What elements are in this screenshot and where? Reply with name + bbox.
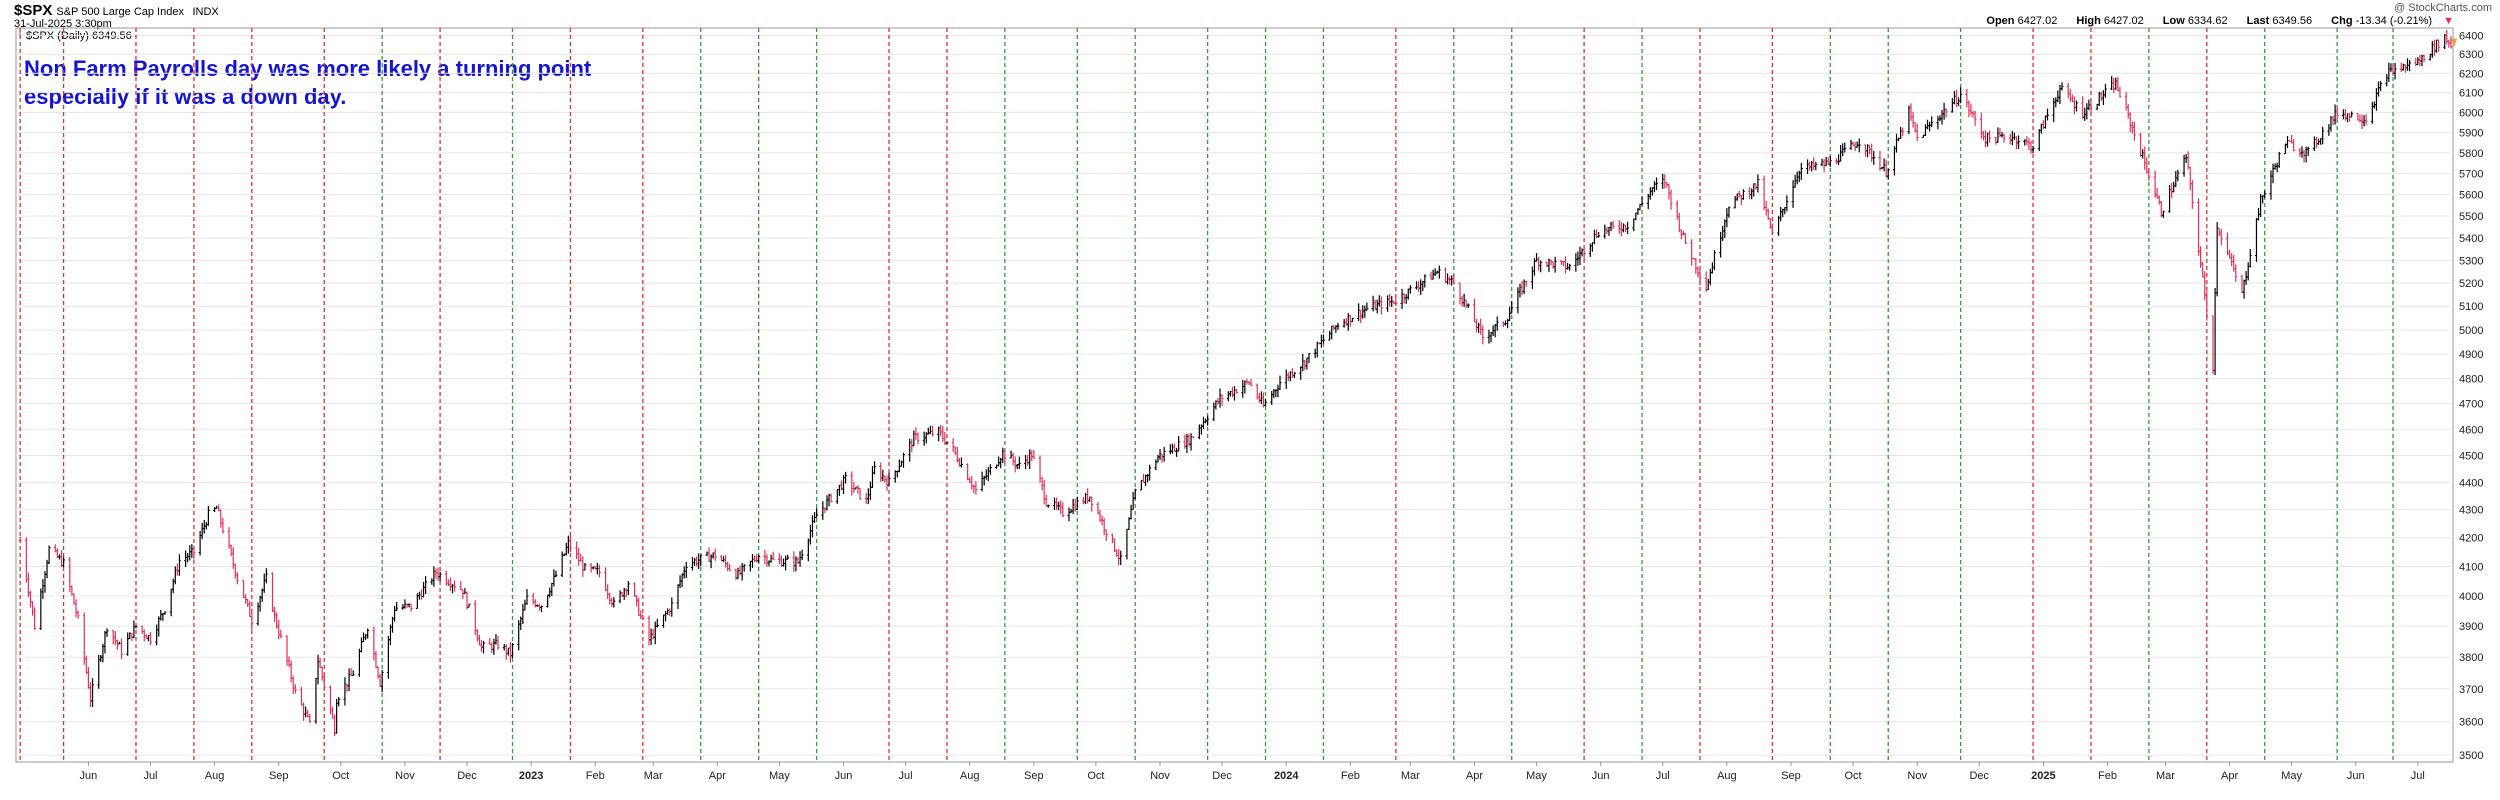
x-tick-label: Aug: [960, 770, 980, 782]
x-tick-label: 2023: [519, 770, 543, 782]
x-tick-label: 2024: [1274, 770, 1299, 782]
y-tick-label: 6400: [2459, 30, 2483, 42]
open-label: Open: [1986, 15, 2015, 27]
y-tick-label: 6200: [2459, 68, 2483, 80]
y-tick-label: 5400: [2459, 233, 2483, 245]
y-tick-label: 3700: [2459, 684, 2483, 696]
open-value: 6427.02: [2017, 15, 2058, 27]
x-tick-label: Jun: [2347, 770, 2365, 782]
x-tick-label: Jul: [899, 770, 913, 782]
x-tick-label: Dec: [457, 770, 477, 782]
y-tick-label: 4100: [2459, 561, 2483, 573]
y-tick-label: 4600: [2459, 424, 2483, 436]
y-tick-label: 5600: [2459, 190, 2483, 202]
y-tick-label: 3600: [2459, 717, 2483, 729]
x-tick-label: May: [1526, 770, 1547, 782]
y-tick-label: 5200: [2459, 278, 2483, 290]
high-label: High: [2076, 15, 2101, 27]
x-tick-label: Jul: [1656, 770, 1670, 782]
y-tick-label: 3900: [2459, 621, 2483, 633]
annotation-line-1: Non Farm Payrolls day was more likely a …: [24, 56, 592, 81]
x-tick-label: Nov: [395, 770, 415, 782]
y-tick-label: 6000: [2459, 107, 2483, 119]
x-tick-label: Jun: [1592, 770, 1610, 782]
low-label: Low: [2162, 15, 2185, 27]
x-tick-label: Feb: [586, 770, 605, 782]
annotation-line-2: especially if it was a down day.: [24, 84, 347, 109]
ohlc-readout: Open 6427.02 High 6427.02 Low 6334.62 La…: [1986, 15, 2462, 27]
y-tick-label: 5000: [2459, 325, 2483, 337]
y-tick-label: 4400: [2459, 477, 2483, 489]
y-tick-label: 5800: [2459, 148, 2483, 160]
x-tick-label: Jul: [2411, 770, 2425, 782]
x-tick-label: 2025: [2031, 770, 2055, 782]
ticker-symbol: $SPX: [14, 2, 53, 19]
exchange: INDX: [192, 6, 219, 18]
x-tick-label: Oct: [1087, 770, 1104, 782]
last-price-marker: [2451, 38, 2457, 47]
legend-label: $SPX (Daily) 6349.56: [26, 30, 132, 42]
x-tick-label: Oct: [1844, 770, 1861, 782]
x-tick-label: Mar: [1401, 770, 1420, 782]
x-tick-label: Aug: [1717, 770, 1737, 782]
y-tick-label: 5500: [2459, 211, 2483, 223]
x-tick-label: Sep: [269, 770, 289, 782]
y-tick-label: 5700: [2459, 169, 2483, 181]
x-tick-label: Dec: [1969, 770, 1989, 782]
high-value: 6427.02: [2103, 15, 2144, 27]
chart-header: $SPX S&P 500 Large Cap Index INDX: [14, 2, 219, 20]
chart-datetime: 31-Jul-2025 3:30pm: [14, 18, 112, 30]
x-tick-label: Sep: [1781, 770, 1801, 782]
x-tick-label: Jun: [835, 770, 853, 782]
x-tick-label: Nov: [1150, 770, 1170, 782]
x-tick-label: Nov: [1907, 770, 1927, 782]
x-tick-label: Apr: [2221, 770, 2238, 782]
x-tick-label: Jul: [143, 770, 157, 782]
x-tick-label: Mar: [644, 770, 663, 782]
y-tick-label: 5100: [2459, 301, 2483, 313]
y-tick-label: 4800: [2459, 374, 2483, 386]
y-tick-label: 4700: [2459, 399, 2483, 411]
x-tick-label: Apr: [709, 770, 726, 782]
y-tick-label: 5300: [2459, 255, 2483, 267]
price-bars: [18, 29, 2453, 737]
y-tick-label: 3800: [2459, 652, 2483, 664]
x-tick-label: Aug: [205, 770, 225, 782]
annotation-text: Non Farm Payrolls day was more likely a …: [24, 55, 591, 111]
y-tick-label: 5900: [2459, 127, 2483, 139]
chg-down-icon: ▼: [2443, 15, 2454, 27]
y-tick-label: 3500: [2459, 750, 2483, 762]
y-tick-label: 4300: [2459, 505, 2483, 517]
y-tick-label: 4000: [2459, 591, 2483, 603]
x-tick-label: Sep: [1024, 770, 1044, 782]
stockcharts-logo: @ StockCharts.com: [2394, 2, 2492, 14]
last-value: 6349.56: [2272, 15, 2313, 27]
x-tick-label: Jun: [80, 770, 98, 782]
y-tick-label: 4900: [2459, 349, 2483, 361]
x-tick-label: Oct: [332, 770, 349, 782]
ticker-name: S&P 500 Large Cap Index: [56, 6, 184, 18]
x-tick-label: May: [769, 770, 790, 782]
x-tick-label: Dec: [1212, 770, 1232, 782]
chg-value: -13.34 (-0.21%): [2355, 15, 2433, 27]
x-tick-label: Apr: [1466, 770, 1483, 782]
x-tick-label: Feb: [1341, 770, 1360, 782]
plot-frame: [15, 27, 2454, 763]
x-tick-label: Mar: [2156, 770, 2175, 782]
last-label: Last: [2246, 15, 2270, 27]
y-tick-label: 6300: [2459, 49, 2483, 61]
chg-label: Chg: [2331, 15, 2353, 27]
low-value: 6334.62: [2187, 15, 2228, 27]
y-tick-label: 4500: [2459, 450, 2483, 462]
y-tick-label: 4200: [2459, 533, 2483, 545]
x-tick-label: May: [2281, 770, 2302, 782]
x-tick-label: Feb: [2098, 770, 2117, 782]
y-tick-label: 6100: [2459, 88, 2483, 100]
